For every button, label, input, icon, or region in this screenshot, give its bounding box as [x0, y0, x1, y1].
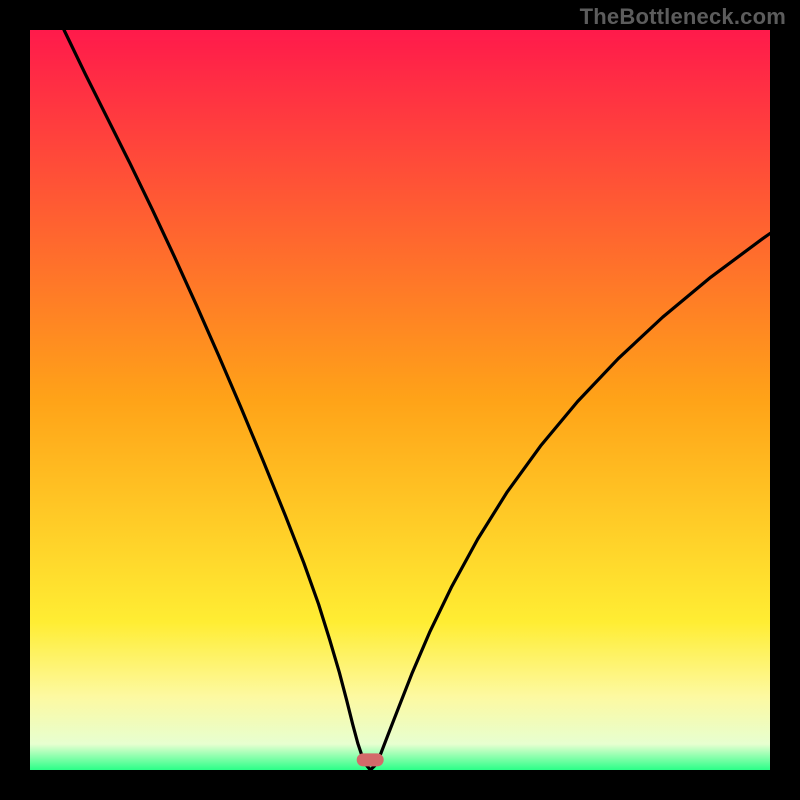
watermark-text: TheBottleneck.com	[580, 4, 786, 30]
plot-area	[30, 30, 770, 770]
figure-root: TheBottleneck.com	[0, 0, 800, 800]
curve-svg	[30, 30, 770, 770]
bottleneck-curve	[64, 30, 770, 770]
minimum-marker	[357, 753, 384, 766]
